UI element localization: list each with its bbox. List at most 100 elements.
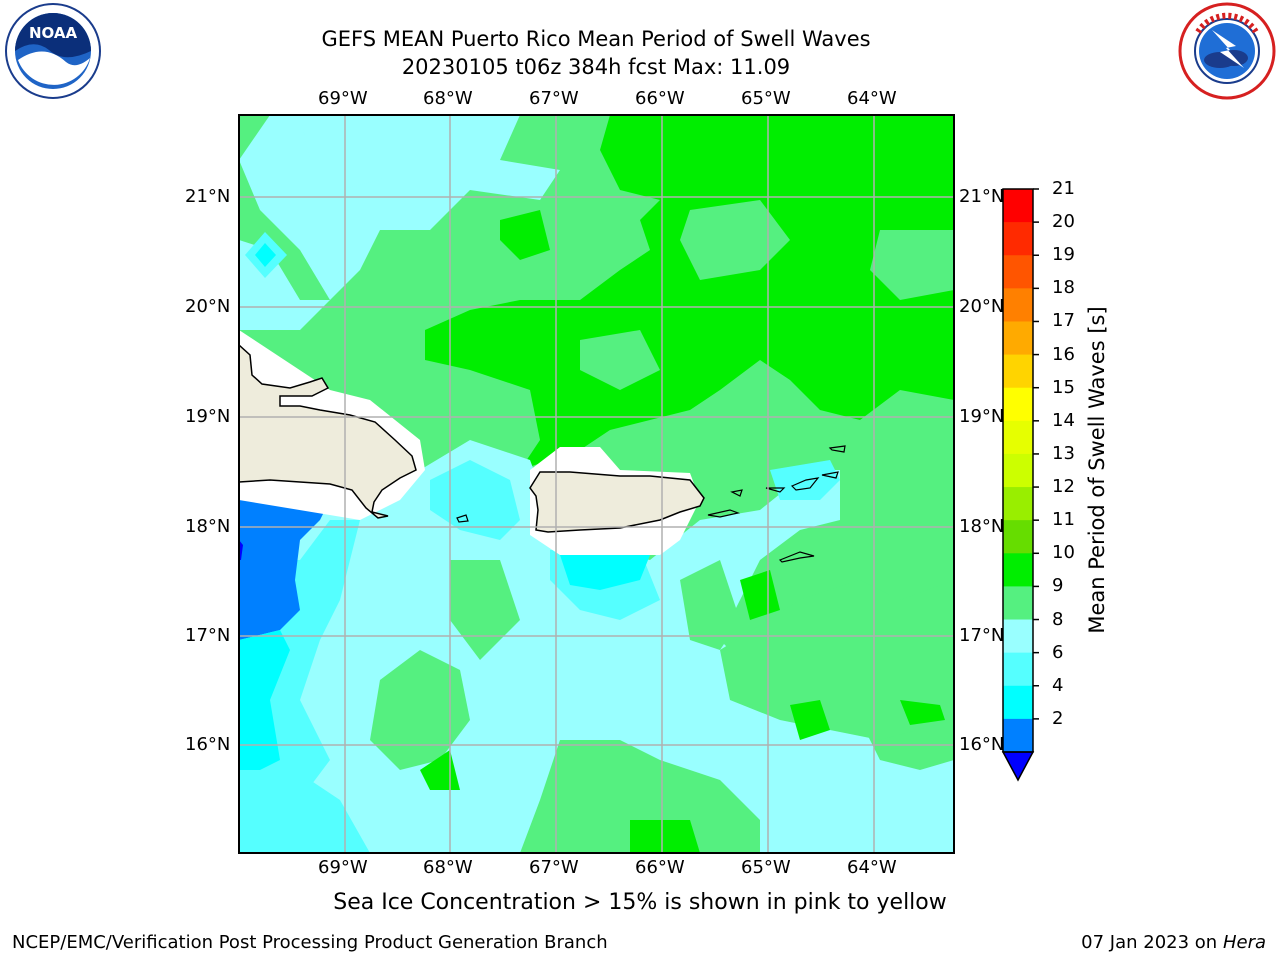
colorbar-tick-label: 17: [1052, 310, 1075, 332]
colorbar-frame: [1002, 188, 1034, 753]
colorbar-tick-label: 10: [1052, 542, 1075, 564]
colorbar-tick-label: 2: [1052, 707, 1064, 729]
right-lat-tick-16n: 16°N: [959, 734, 1005, 755]
top-lon-tick-66w: 66°W: [635, 88, 685, 109]
colorbar-tick-label: 21: [1052, 178, 1075, 199]
colorbar-label: Mean Period of Swell Waves [s]: [1085, 306, 1109, 634]
right-lat-tick-21n: 21°N: [959, 186, 1005, 207]
colorbar-segment: [1003, 685, 1033, 720]
field-blue-sw: [239, 500, 330, 640]
field-green-dark-se2: [790, 700, 830, 740]
field-green-dark-nw: [500, 210, 550, 260]
left-lat-tick-17n: 17°N: [185, 625, 231, 646]
field-green-light-s4: [680, 560, 740, 650]
colorbar-tick-label: 6: [1052, 641, 1064, 663]
colorbar-tick-label: 4: [1052, 674, 1064, 696]
field-green-dark-se1: [740, 570, 780, 620]
colorbar-tick-label: 18: [1052, 277, 1075, 299]
left-lat-tick-21n: 21°N: [185, 186, 231, 207]
colorbar-segment: [1003, 222, 1033, 256]
left-lat-tick-20n: 20°N: [185, 296, 231, 317]
left-lat-tick-19n: 19°N: [185, 406, 231, 427]
bottom-lon-tick-66w: 66°W: [635, 857, 685, 878]
swell-period-field: [239, 115, 954, 853]
colorbar: [1003, 188, 1039, 753]
field-green-light-ne-patch: [680, 200, 790, 280]
colorbar-under-triangle: [1001, 751, 1035, 782]
chart-subtitle: 20230105 t06z 384h fcst Max: 11.09: [401, 55, 791, 79]
right-lat-tick-18n: 18°N: [959, 516, 1005, 537]
nws-logo-icon: [1178, 2, 1276, 100]
right-lat-tick-17n: 17°N: [959, 625, 1005, 646]
colorbar-tick-label: 8: [1052, 608, 1064, 630]
colorbar-tick-label: 11: [1052, 509, 1075, 531]
land-st-croix: [778, 551, 815, 563]
colorbar-segment: [1003, 189, 1033, 223]
right-lat-tick-20n: 20°N: [959, 296, 1005, 317]
top-lon-tick-69w: 69°W: [318, 88, 368, 109]
noaa-logo-text: NOAA: [29, 24, 78, 42]
field-cyan-central: [430, 460, 520, 540]
colorbar-segment: [1003, 453, 1033, 488]
colorbar-tick-label: 14: [1052, 409, 1075, 431]
land-vieques: [707, 509, 741, 518]
colorbar-segment: [1003, 586, 1033, 621]
field-aqua-sw: [239, 630, 290, 770]
credit-text: NCEP/EMC/Verification Post Processing Pr…: [12, 932, 608, 953]
field-aqua-central: [560, 555, 650, 590]
land-puerto-rico: [529, 471, 705, 533]
field-green-dark-se3: [900, 700, 945, 725]
colorbar-segment: [1003, 387, 1033, 422]
field-green-light-s2: [520, 740, 760, 853]
colorbar-segment: [1003, 619, 1033, 654]
map-frame: [238, 114, 955, 854]
colorbar-segment: [1003, 288, 1033, 322]
top-lon-tick-68w: 68°W: [423, 88, 473, 109]
land-mona: [456, 514, 469, 523]
field-cyan-sw-2: [239, 760, 370, 853]
bottom-lon-tick-69w: 69°W: [318, 857, 368, 878]
colorbar-segment: [1003, 321, 1033, 356]
sea-ice-note: Sea Ice Concentration > 15% is shown in …: [333, 890, 947, 915]
bottom-lon-tick-65w: 65°W: [741, 857, 791, 878]
top-lon-tick-67w: 67°W: [529, 88, 579, 109]
land-virgin-islands: [730, 471, 839, 497]
colorbar-segment: [1003, 354, 1033, 389]
right-lat-tick-19n: 19°N: [959, 406, 1005, 427]
field-green-light-ne-patch2: [870, 230, 954, 300]
colorbar-tick-label: 9: [1052, 575, 1064, 597]
land-hispaniola: [239, 343, 417, 519]
top-lon-tick-65w: 65°W: [741, 88, 791, 109]
bottom-lon-tick-67w: 67°W: [529, 857, 579, 878]
field-green-light-se: [720, 580, 954, 740]
top-lon-tick-64w: 64°W: [847, 88, 897, 109]
land-anguilla: [828, 445, 846, 453]
colorbar-tick-label: 15: [1052, 376, 1075, 398]
colorbar-tick-label: 20: [1052, 211, 1075, 233]
noaa-logo: NOAA: [5, 3, 101, 99]
date-text: 07 Jan 2023 on: [1081, 932, 1223, 953]
colorbar-segment: [1003, 255, 1033, 289]
chart-title: GEFS MEAN Puerto Rico Mean Period of Swe…: [321, 27, 871, 51]
colorbar-segment: [1003, 553, 1033, 587]
bottom-lon-tick-68w: 68°W: [423, 857, 473, 878]
machine-name: Hera: [1222, 932, 1266, 953]
field-green-light-s3: [450, 560, 520, 660]
colorbar-segment: [1003, 718, 1033, 753]
colorbar-segment: [1003, 652, 1033, 687]
left-lat-tick-16n: 16°N: [185, 734, 231, 755]
graticule: [239, 115, 954, 853]
field-green-dark-s2: [630, 820, 700, 853]
field-green-light-ne-patch3: [580, 330, 660, 390]
field-green-dark-ne: [425, 115, 954, 470]
colorbar-segment: [1003, 487, 1033, 521]
field-green-light-s1: [370, 650, 470, 770]
date-stamp: 07 Jan 2023 on Hera: [1081, 932, 1266, 953]
colorbar-tick-label: 19: [1052, 244, 1075, 266]
colorbar-tick-label: 12: [1052, 476, 1075, 498]
bottom-lon-tick-64w: 64°W: [847, 857, 897, 878]
colorbar-segment: [1003, 520, 1033, 554]
colorbar-segment: [1003, 420, 1033, 455]
field-aqua-spot: [255, 243, 276, 267]
